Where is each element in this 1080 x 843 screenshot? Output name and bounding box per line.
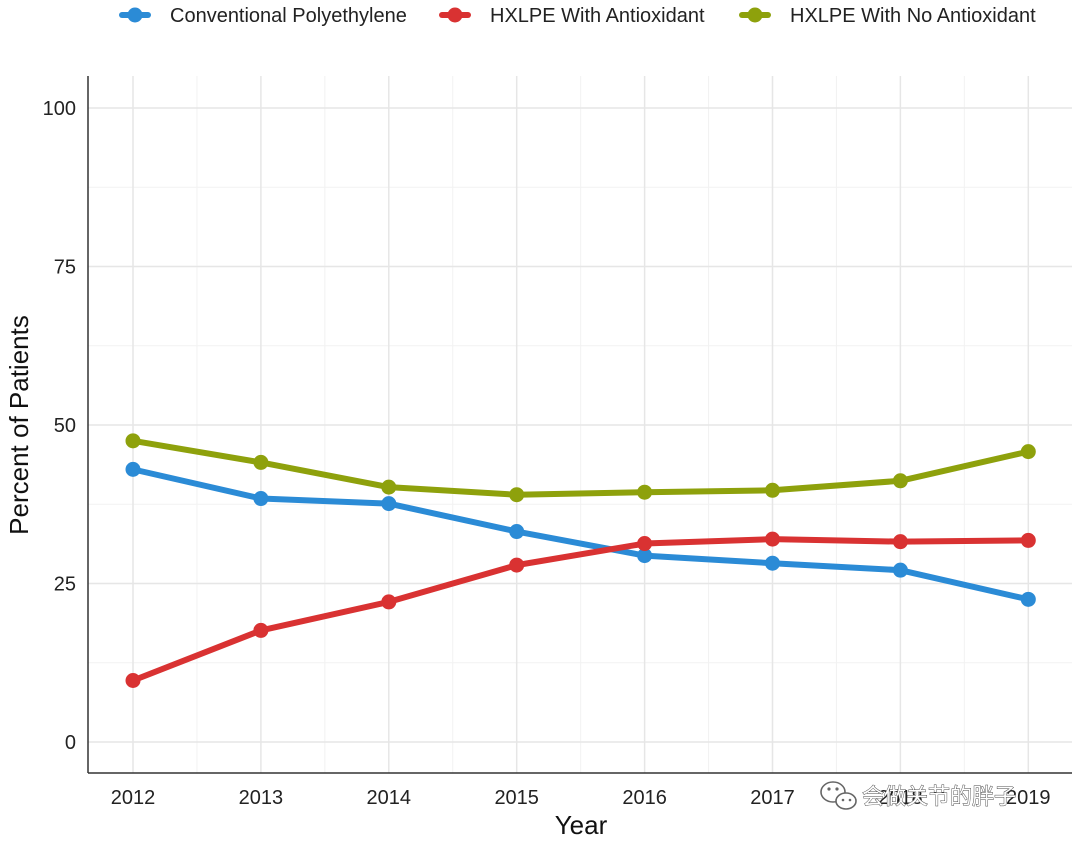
legend-label: Conventional Polyethylene [170, 5, 407, 27]
data-point-conventional-polyethylene [253, 491, 269, 507]
grid-lines [88, 76, 1072, 773]
data-point-hxlpe-with-antioxidant [381, 594, 397, 610]
data-point-conventional-polyethylene [509, 524, 525, 540]
y-tick-label: 25 [54, 574, 76, 596]
legend-key-point [127, 7, 143, 23]
series-line-conventional-polyethylene [130, 466, 1032, 603]
data-point-conventional-polyethylene [381, 496, 397, 512]
y-tick-label: 75 [54, 257, 76, 279]
x-tick-label: 2017 [750, 787, 795, 809]
data-point-hxlpe-with-antioxidant [509, 557, 525, 573]
y-tick-label: 0 [65, 732, 76, 754]
series-lines [130, 437, 1032, 684]
y-tick-label: 50 [54, 415, 76, 437]
series-line-hxlpe-with-antioxidant [130, 536, 1032, 684]
data-point-hxlpe-with-antioxidant [637, 536, 653, 552]
legend-label: HXLPE With Antioxidant [490, 5, 705, 27]
x-tick-labels: 2012 2013 2014 2015 2016 2017 2018 2019 [111, 787, 1051, 809]
data-point-hxlpe-with-antioxidant [765, 531, 780, 547]
y-axis-title: Percent of Patients [4, 315, 34, 535]
data-point-conventional-polyethylene [1020, 591, 1036, 607]
x-tick-label: 2014 [367, 787, 412, 809]
x-tick-label: 2018 [878, 787, 923, 809]
series-line-hxlpe-with-no-antioxidant [130, 437, 1032, 498]
watermark-text: 会做关节的胖子 [862, 785, 1016, 810]
axes [87, 76, 1072, 774]
data-point-hxlpe-with-no-antioxidant [509, 487, 525, 503]
x-tick-label: 2015 [494, 787, 539, 809]
y-tick-label: 100 [43, 98, 76, 120]
data-point-hxlpe-with-no-antioxidant [765, 482, 780, 498]
legend-item: Conventional Polyethylene [119, 5, 407, 27]
data-point-hxlpe-with-antioxidant [253, 622, 269, 638]
data-point-conventional-polyethylene [125, 461, 141, 477]
data-point-hxlpe-with-antioxidant [125, 673, 141, 689]
legend-key-point [747, 7, 763, 23]
data-point-hxlpe-with-antioxidant [1020, 532, 1036, 548]
x-tick-label: 2016 [622, 787, 667, 809]
legend-label: HXLPE With No Antioxidant [790, 5, 1036, 27]
data-point-hxlpe-with-no-antioxidant [253, 454, 269, 470]
data-point-hxlpe-with-antioxidant [892, 534, 908, 550]
wechat-icon [820, 781, 857, 810]
data-point-hxlpe-with-no-antioxidant [637, 484, 653, 500]
data-point-hxlpe-with-no-antioxidant [892, 473, 908, 489]
x-tick-label: 2013 [239, 787, 284, 809]
legend-key-point [447, 7, 463, 23]
x-tick-label: 2012 [111, 787, 156, 809]
legend-item: HXLPE With Antioxidant [439, 5, 705, 27]
data-point-conventional-polyethylene [637, 548, 653, 564]
watermark: 会做关节的胖子 [820, 781, 1016, 810]
data-point-hxlpe-with-no-antioxidant [381, 479, 397, 495]
data-point-hxlpe-with-no-antioxidant [125, 433, 141, 449]
data-point-conventional-polyethylene [892, 562, 908, 578]
data-point-conventional-polyethylene [765, 555, 780, 571]
x-axis-title: Year [555, 810, 608, 840]
series-points [125, 433, 1036, 689]
data-point-hxlpe-with-no-antioxidant [1020, 444, 1036, 460]
x-tick-label: 2019 [1006, 787, 1051, 809]
y-tick-labels: 0 25 50 75 100 [43, 98, 76, 754]
legend: Conventional Polyethylene HXLPE With Anti… [119, 5, 1036, 27]
legend-item: HXLPE With No Antioxidant [739, 5, 1036, 27]
